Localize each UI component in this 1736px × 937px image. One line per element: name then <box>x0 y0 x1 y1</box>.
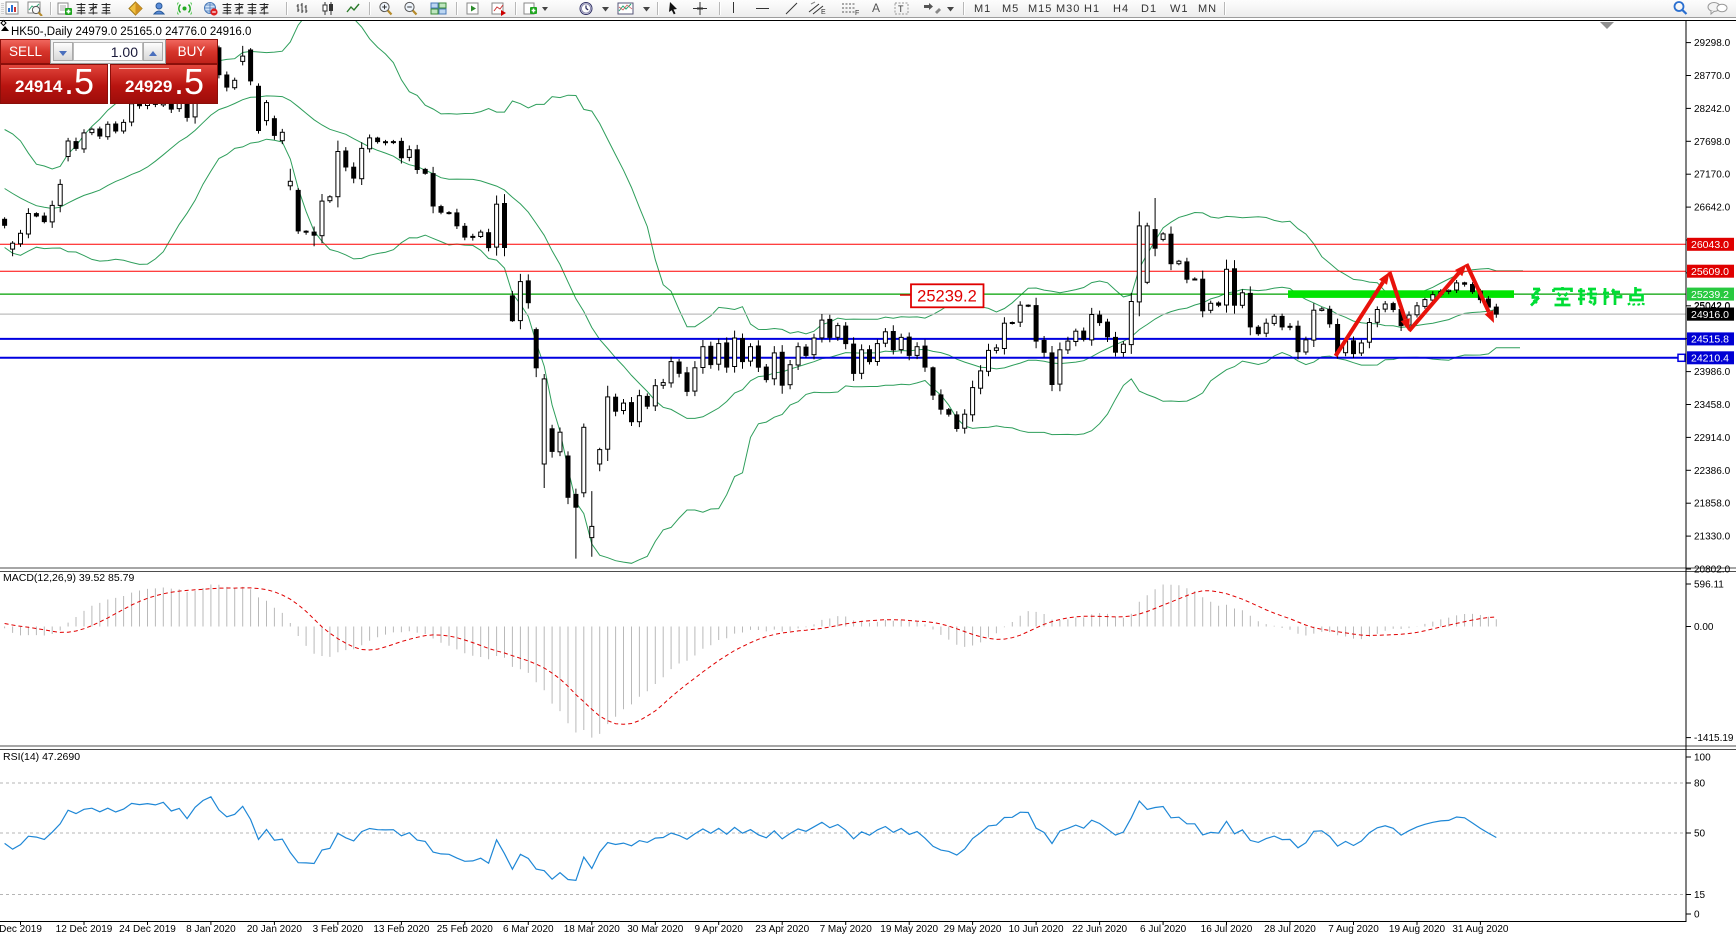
svg-text:7 May 2020: 7 May 2020 <box>820 924 873 935</box>
svg-text:23986.0: 23986.0 <box>1694 367 1731 378</box>
svg-text:7 Aug 2020: 7 Aug 2020 <box>1328 924 1379 935</box>
svg-text:15: 15 <box>1694 890 1706 901</box>
svg-text:20802.0: 20802.0 <box>1694 565 1731 576</box>
svg-text:24515.8: 24515.8 <box>1691 334 1729 346</box>
svg-text:23458.0: 23458.0 <box>1694 400 1731 411</box>
svg-text:25042.0: 25042.0 <box>1694 301 1731 312</box>
svg-text:100: 100 <box>1694 753 1711 764</box>
svg-text:22914.0: 22914.0 <box>1694 433 1731 444</box>
svg-text:6 Jul 2020: 6 Jul 2020 <box>1140 924 1187 935</box>
svg-text:19 May 2020: 19 May 2020 <box>880 924 938 935</box>
svg-text:Dec 2019: Dec 2019 <box>0 924 42 935</box>
svg-text:28770.0: 28770.0 <box>1694 71 1731 82</box>
svg-text:18 Mar 2020: 18 Mar 2020 <box>564 924 621 935</box>
svg-text:26642.0: 26642.0 <box>1694 203 1731 214</box>
svg-text:31 Aug 2020: 31 Aug 2020 <box>1452 924 1509 935</box>
svg-text:8 Jan 2020: 8 Jan 2020 <box>186 924 236 935</box>
svg-text:F: F <box>855 10 859 16</box>
svg-text:27698.0: 27698.0 <box>1694 137 1731 148</box>
svg-text:T: T <box>898 4 904 14</box>
svg-text:23 Apr 2020: 23 Apr 2020 <box>755 924 809 935</box>
svg-text:12 Dec 2019: 12 Dec 2019 <box>56 924 113 935</box>
svg-text:80: 80 <box>1694 779 1706 790</box>
svg-text:0: 0 <box>1694 910 1700 921</box>
svg-text:24 Dec 2019: 24 Dec 2019 <box>119 924 176 935</box>
svg-text:20 Jan 2020: 20 Jan 2020 <box>247 924 302 935</box>
svg-text:22386.0: 22386.0 <box>1694 466 1731 477</box>
svg-text:26043.0: 26043.0 <box>1691 239 1729 251</box>
svg-text:0.00: 0.00 <box>1694 622 1714 633</box>
svg-text:19 Aug 2020: 19 Aug 2020 <box>1389 924 1446 935</box>
svg-text:50: 50 <box>1694 829 1706 840</box>
svg-text:28 Jul 2020: 28 Jul 2020 <box>1264 924 1316 935</box>
svg-text:HK50-,Daily 24979.0 25165.0 2: HK50-,Daily 24979.0 25165.0 24776.0 2491… <box>11 26 251 38</box>
svg-text:22 Jun 2020: 22 Jun 2020 <box>1072 924 1127 935</box>
svg-text:24210.4: 24210.4 <box>1691 353 1729 365</box>
svg-text:25239.2: 25239.2 <box>917 288 977 306</box>
svg-text:RSI(14) 47.2690: RSI(14) 47.2690 <box>3 751 80 763</box>
svg-text:21858.0: 21858.0 <box>1694 499 1731 510</box>
svg-text:25239.2: 25239.2 <box>1691 289 1729 301</box>
svg-text:25 Feb 2020: 25 Feb 2020 <box>437 924 494 935</box>
svg-text:6 Mar 2020: 6 Mar 2020 <box>503 924 554 935</box>
svg-text:13 Feb 2020: 13 Feb 2020 <box>373 924 430 935</box>
svg-text:24916.0: 24916.0 <box>1691 309 1729 321</box>
svg-text:28242.0: 28242.0 <box>1694 104 1731 115</box>
svg-text:16 Jul 2020: 16 Jul 2020 <box>1201 924 1253 935</box>
svg-text:29298.0: 29298.0 <box>1694 38 1731 49</box>
svg-text:E: E <box>821 9 826 16</box>
svg-text:-1415.19: -1415.19 <box>1694 733 1734 744</box>
svg-text:3 Feb 2020: 3 Feb 2020 <box>313 924 364 935</box>
svg-text:25609.0: 25609.0 <box>1691 266 1729 278</box>
svg-text:9 Apr 2020: 9 Apr 2020 <box>695 924 744 935</box>
svg-text:596.11: 596.11 <box>1694 580 1724 591</box>
svg-text:30 Mar 2020: 30 Mar 2020 <box>627 924 684 935</box>
svg-text:27170.0: 27170.0 <box>1694 170 1731 181</box>
svg-text:29 May 2020: 29 May 2020 <box>944 924 1002 935</box>
svg-text:10 Jun 2020: 10 Jun 2020 <box>1009 924 1064 935</box>
svg-text:21330.0: 21330.0 <box>1694 532 1731 543</box>
svg-text:MACD(12,26,9) 39.52 85.79: MACD(12,26,9) 39.52 85.79 <box>3 572 134 584</box>
svg-text:25042.0: 25042.0 <box>1694 301 1731 312</box>
